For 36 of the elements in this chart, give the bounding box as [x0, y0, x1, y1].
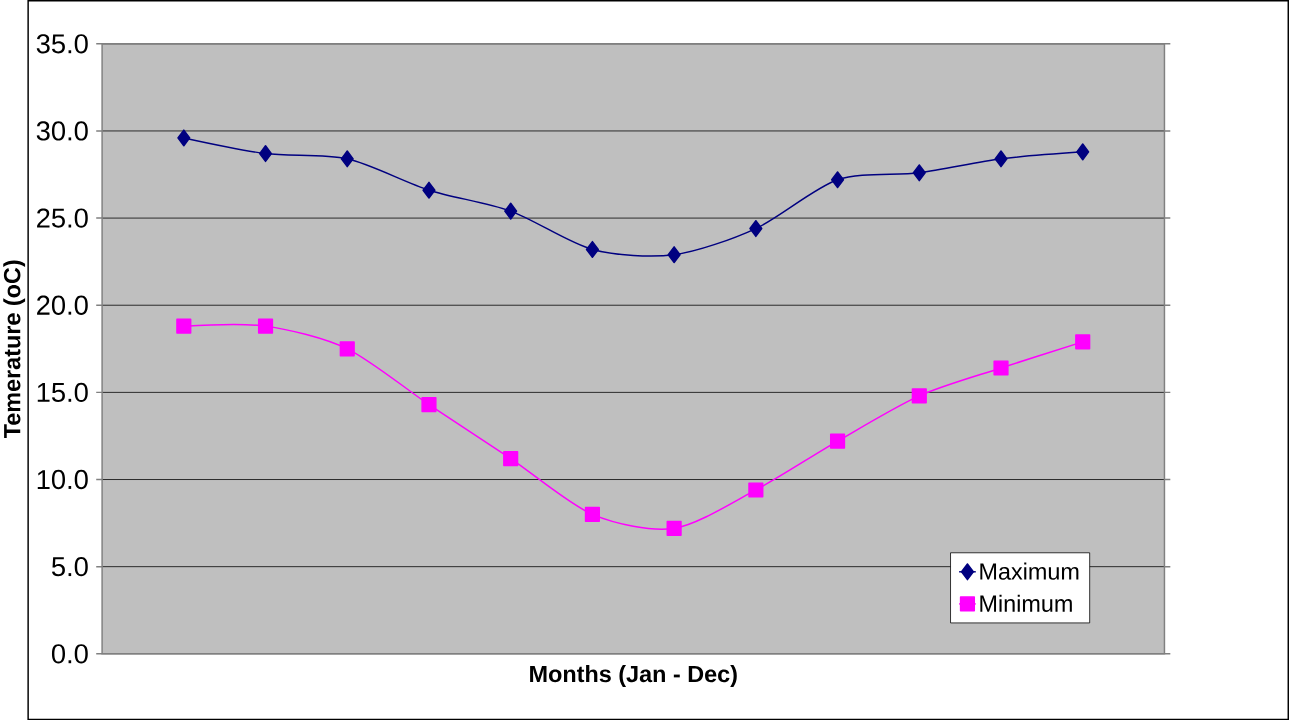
legend-label: Minimum: [980, 594, 1072, 612]
point: [258, 144, 273, 163]
point: [1076, 143, 1090, 161]
point: [829, 433, 846, 449]
point: [585, 240, 600, 258]
point: [993, 360, 1009, 376]
point: [504, 202, 518, 220]
point: [503, 450, 519, 467]
point: [911, 388, 927, 404]
point: [422, 181, 436, 199]
point: [748, 482, 764, 498]
point: [177, 129, 191, 147]
point: [667, 246, 681, 264]
point: [176, 318, 192, 334]
y-axis-title: Temerature (oC): [3, 260, 26, 439]
point: [666, 520, 682, 536]
point: [912, 164, 926, 182]
x-axis-title: Months (Jan - Dec): [530, 665, 737, 687]
y-tick-label: 20.0: [37, 295, 88, 315]
legend-label: Maximum: [980, 562, 1079, 580]
point: [584, 506, 601, 522]
point: [749, 219, 763, 238]
y-tick-label: 10.0: [37, 469, 88, 490]
y-tick-label: 0.0: [51, 644, 88, 664]
point: [257, 318, 274, 334]
y-tick-label: 30.0: [36, 121, 88, 141]
y-tick-label: 25.0: [37, 208, 88, 228]
point: [421, 396, 437, 413]
point: [340, 150, 354, 168]
point: [1075, 334, 1091, 350]
point: [830, 171, 845, 189]
y-tick-label: 15.0: [37, 382, 88, 402]
point: [339, 341, 355, 357]
y-tick-label: 35.0: [36, 34, 88, 54]
point: [994, 150, 1008, 168]
y-tick-label: 5.0: [51, 556, 88, 577]
